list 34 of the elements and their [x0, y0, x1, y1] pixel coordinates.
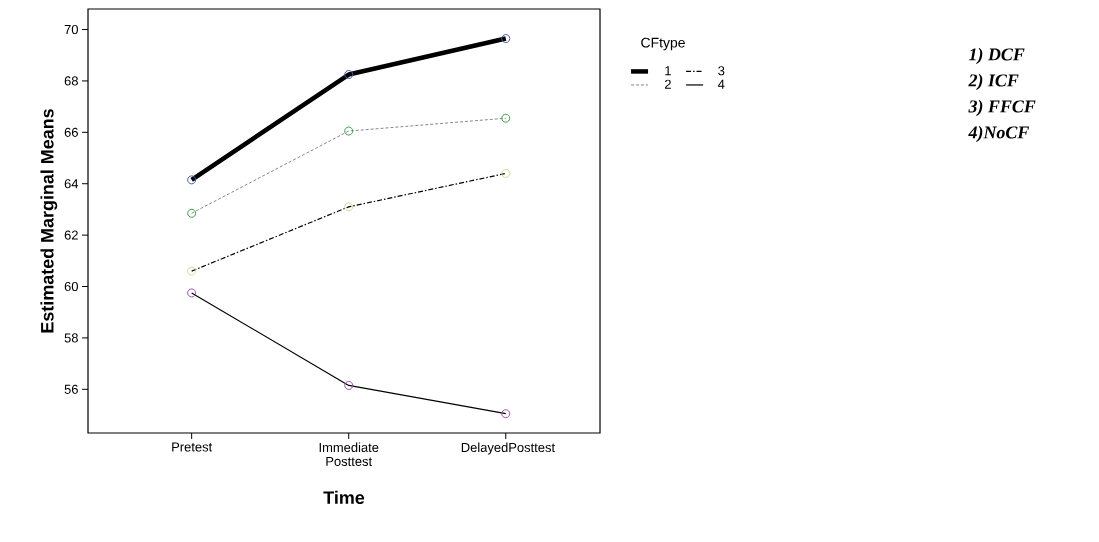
y-tick-label: 70 — [64, 24, 78, 35]
x-axis-title: Time — [323, 490, 365, 504]
text: 4)NoCF — [968, 125, 1030, 143]
y-tick-label: 56 — [64, 384, 78, 394]
point — [187, 288, 197, 298]
point — [187, 175, 197, 185]
point — [344, 202, 354, 212]
point — [501, 168, 511, 178]
text: 3) FFCF — [968, 99, 1036, 117]
x-tick-label: Immediate Posttest — [319, 442, 379, 466]
text: 1) DCF — [968, 47, 1025, 65]
point — [501, 409, 511, 419]
y-tick-label: 58 — [64, 333, 78, 343]
point — [344, 126, 354, 136]
y-tick-label: 62 — [64, 230, 78, 240]
text: 2) ICF — [968, 73, 1019, 91]
x-tick-label: DelayedPosttest — [461, 442, 555, 455]
y-tick-label: 60 — [64, 281, 78, 292]
y-tick-label: 68 — [64, 76, 78, 86]
y-tick-label: 66 — [64, 127, 78, 137]
y-tick-label: 64 — [64, 179, 79, 189]
point — [187, 266, 197, 276]
legend-label: 2 — [664, 79, 671, 89]
legend-label: 1 — [665, 66, 671, 76]
x-tick-label: Pretest — [172, 442, 213, 452]
point — [344, 380, 354, 390]
point — [501, 113, 511, 123]
point — [344, 70, 354, 80]
point — [501, 34, 511, 44]
y-axis-title: Estimated Marginal Means — [40, 109, 58, 333]
legend-label: 3 — [718, 66, 725, 76]
point — [187, 208, 197, 218]
legend-label: 4 — [718, 79, 725, 89]
legend-title: CFtype — [641, 37, 685, 51]
